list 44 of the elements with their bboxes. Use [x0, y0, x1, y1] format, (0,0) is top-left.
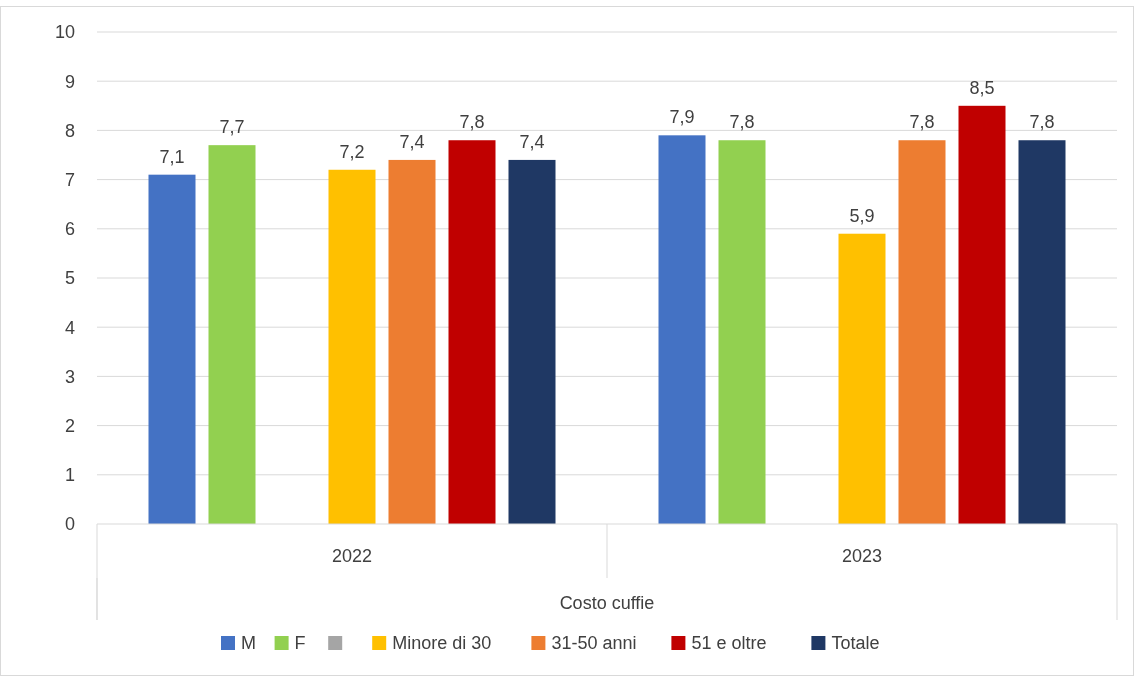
bar	[328, 169, 376, 524]
y-tick-label: 9	[64, 71, 75, 92]
y-tick-label: 5	[64, 268, 75, 289]
y-tick-label: 0	[64, 514, 75, 535]
y-tick-label: 8	[64, 120, 75, 141]
y-tick-label: 6	[64, 219, 75, 240]
data-label: 7,8	[459, 112, 485, 133]
data-label: 8,5	[969, 77, 995, 98]
data-label: 7,8	[729, 112, 755, 133]
bar	[1018, 140, 1066, 524]
y-tick-label: 4	[64, 317, 75, 338]
y-tick-label: 3	[64, 366, 75, 387]
bar	[508, 159, 556, 524]
bar	[958, 105, 1006, 524]
bar	[388, 159, 436, 524]
y-tick-label: 10	[54, 22, 75, 43]
data-label: 7,1	[159, 146, 185, 167]
legend-label: F	[294, 633, 306, 654]
bar	[718, 140, 766, 524]
legend-label: Totale	[831, 633, 880, 654]
x-tick-label: 2022	[331, 546, 373, 567]
bar	[658, 135, 706, 524]
legend-label: Minore di 30	[392, 633, 492, 654]
data-label: 5,9	[849, 205, 875, 226]
bar	[148, 174, 196, 524]
data-label: 7,2	[339, 141, 365, 162]
data-label: 7,4	[399, 131, 425, 152]
data-label: 7,8	[1029, 112, 1055, 133]
y-tick-label: 2	[64, 415, 75, 436]
data-label: 7,7	[219, 117, 245, 138]
x-axis-title: Costo cuffie	[559, 593, 655, 614]
legend-label: 31-50 anni	[551, 633, 637, 654]
y-tick-label: 7	[64, 169, 75, 190]
bar	[208, 145, 256, 524]
bar	[898, 140, 946, 524]
bar	[838, 233, 886, 524]
data-label: 7,8	[909, 112, 935, 133]
data-label: 7,4	[519, 131, 545, 152]
data-label: 7,9	[669, 107, 695, 128]
bar	[448, 140, 496, 524]
legend-label: M	[241, 633, 256, 654]
legend-label: 51 e oltre	[691, 633, 767, 654]
x-tick-label: 2023	[841, 546, 883, 567]
y-tick-label: 1	[64, 465, 75, 486]
